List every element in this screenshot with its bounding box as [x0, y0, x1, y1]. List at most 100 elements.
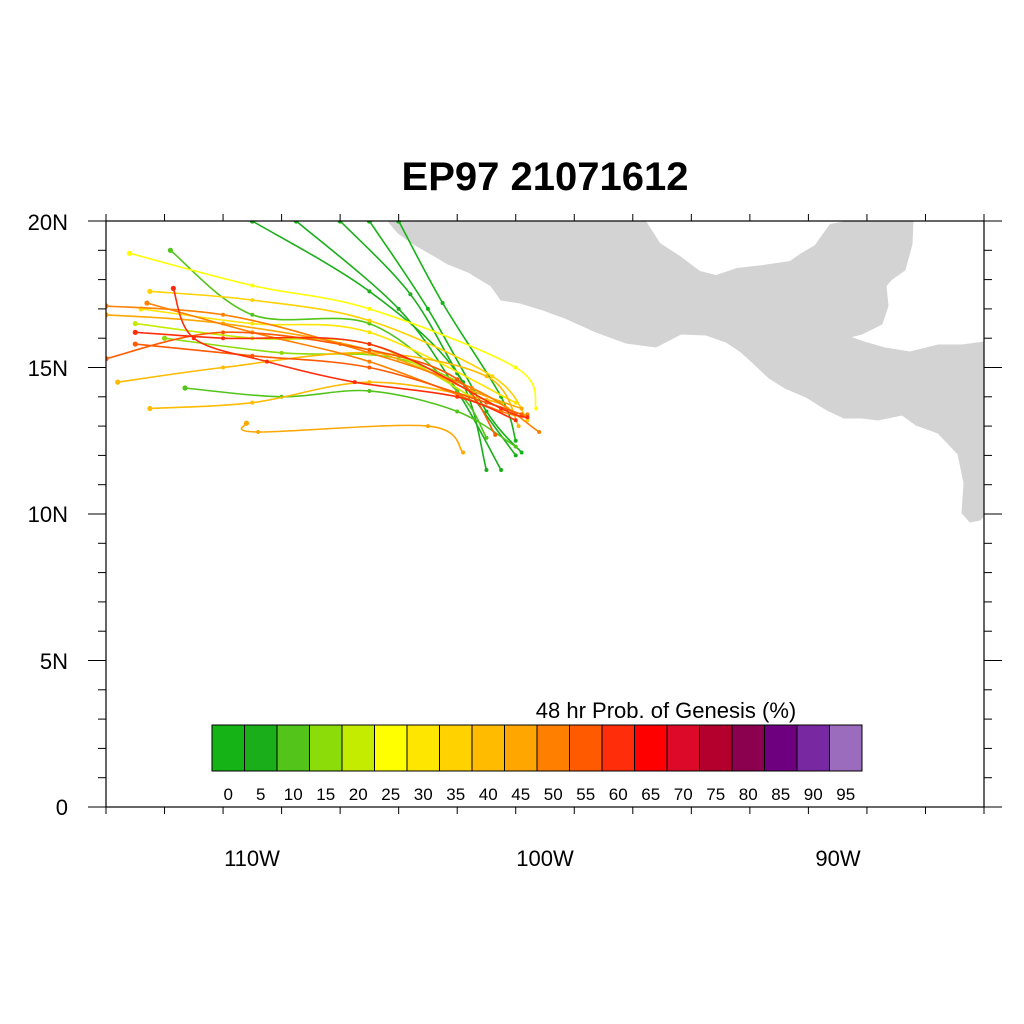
- track-point: [367, 318, 372, 323]
- track-point: [293, 221, 299, 224]
- y-tick-label-0: 0: [56, 795, 68, 820]
- track-point: [484, 409, 489, 414]
- track-point: [455, 377, 460, 382]
- x-tick-label-90w: 90W: [815, 846, 860, 871]
- track-point: [513, 444, 518, 449]
- track-point: [132, 341, 138, 347]
- colorbar-swatch: [536, 724, 570, 772]
- colorbar-swatch: [341, 724, 375, 772]
- colorbar-swatch: [699, 724, 733, 772]
- track-line: [106, 331, 496, 436]
- track-point: [144, 300, 150, 306]
- land-gulf-coast: [646, 221, 846, 275]
- track-point: [396, 221, 402, 224]
- track-layer: [106, 221, 542, 473]
- y-tick-label-20n: 20N: [28, 210, 68, 235]
- track-point: [367, 321, 372, 326]
- track-point: [250, 283, 255, 288]
- y-tick-label-5n: 5N: [40, 649, 68, 674]
- colorbar-swatch: [504, 724, 538, 772]
- colorbar-label: 15: [316, 785, 335, 804]
- track-point: [396, 306, 401, 311]
- track-point: [490, 374, 495, 379]
- track-point: [461, 450, 466, 455]
- track-point: [243, 420, 250, 426]
- land-mexico: [387, 221, 984, 523]
- colorbar-label: 35: [446, 785, 465, 804]
- track-line: [149, 381, 517, 416]
- colorbar-swatch: [666, 724, 700, 772]
- track-point: [513, 438, 518, 443]
- map-title: EP97 21071612: [402, 155, 689, 199]
- track-point: [484, 468, 489, 473]
- colorbar-swatch: [471, 724, 505, 772]
- colorbar-swatch: [211, 724, 245, 772]
- track-point: [367, 347, 372, 352]
- track-point: [513, 453, 518, 458]
- colorbar-label: 40: [479, 785, 498, 804]
- track-point: [170, 285, 176, 291]
- track-point: [221, 336, 226, 341]
- track-point: [469, 386, 474, 391]
- colorbar-swatch: [276, 724, 310, 772]
- track-point: [106, 303, 109, 309]
- track-point: [519, 450, 524, 455]
- y-tick-label-15n: 15N: [28, 356, 68, 381]
- track-point: [499, 406, 504, 411]
- track-point: [525, 418, 530, 423]
- track-line: [339, 221, 517, 456]
- track-point: [367, 289, 372, 294]
- colorbar-title: 48 hr Prob. of Genesis (%): [536, 698, 796, 723]
- track-point: [337, 221, 343, 224]
- track-point: [367, 359, 372, 364]
- track-point: [250, 321, 255, 326]
- x-tick-label-100w: 100W: [516, 846, 574, 871]
- track-line: [117, 351, 520, 427]
- track-point: [367, 306, 372, 311]
- colorbar-swatch: [569, 724, 603, 772]
- colorbar-label: 55: [576, 785, 595, 804]
- track-line: [146, 302, 528, 417]
- colorbar-label: 65: [641, 785, 660, 804]
- axis-ticks: [88, 214, 1002, 814]
- y-tick-label-10n: 10N: [28, 502, 68, 527]
- track-point: [493, 432, 498, 437]
- track-point: [525, 415, 530, 420]
- track-point: [250, 400, 255, 405]
- track-point: [425, 306, 430, 311]
- track-point: [264, 359, 269, 364]
- track-point: [147, 405, 153, 412]
- colorbar-label: 20: [349, 785, 368, 804]
- colorbar-swatch: [764, 724, 798, 772]
- colorbar-swatch: [244, 724, 278, 772]
- colorbar-swatch: [406, 724, 440, 772]
- track-point: [147, 288, 153, 294]
- track-line: [169, 249, 488, 439]
- track-point: [182, 385, 188, 391]
- track-point: [106, 356, 109, 362]
- colorbar-swatch: [309, 724, 343, 772]
- track-point: [250, 312, 255, 317]
- track-point: [516, 424, 521, 429]
- colorbar-swatch: [829, 724, 863, 772]
- track-point: [519, 412, 524, 417]
- track-point: [455, 409, 460, 414]
- colorbar-label: 80: [739, 785, 758, 804]
- track-point: [115, 379, 121, 385]
- colorbar-swatch: [439, 724, 473, 772]
- colorbar-label: 5: [256, 785, 265, 804]
- track-point: [484, 374, 489, 379]
- colorbar-label: 45: [511, 785, 530, 804]
- colorbar-label: 50: [544, 785, 563, 804]
- colorbar-label: 0: [224, 785, 233, 804]
- x-tick-label-110w: 110W: [224, 846, 280, 871]
- track-point: [161, 335, 168, 341]
- track-point: [534, 406, 539, 411]
- track-point: [525, 412, 530, 417]
- track-point: [367, 380, 372, 385]
- track-point: [366, 221, 372, 224]
- track-point: [221, 312, 226, 317]
- track-line: [240, 422, 464, 454]
- track-point: [126, 250, 133, 256]
- track-point: [106, 312, 109, 318]
